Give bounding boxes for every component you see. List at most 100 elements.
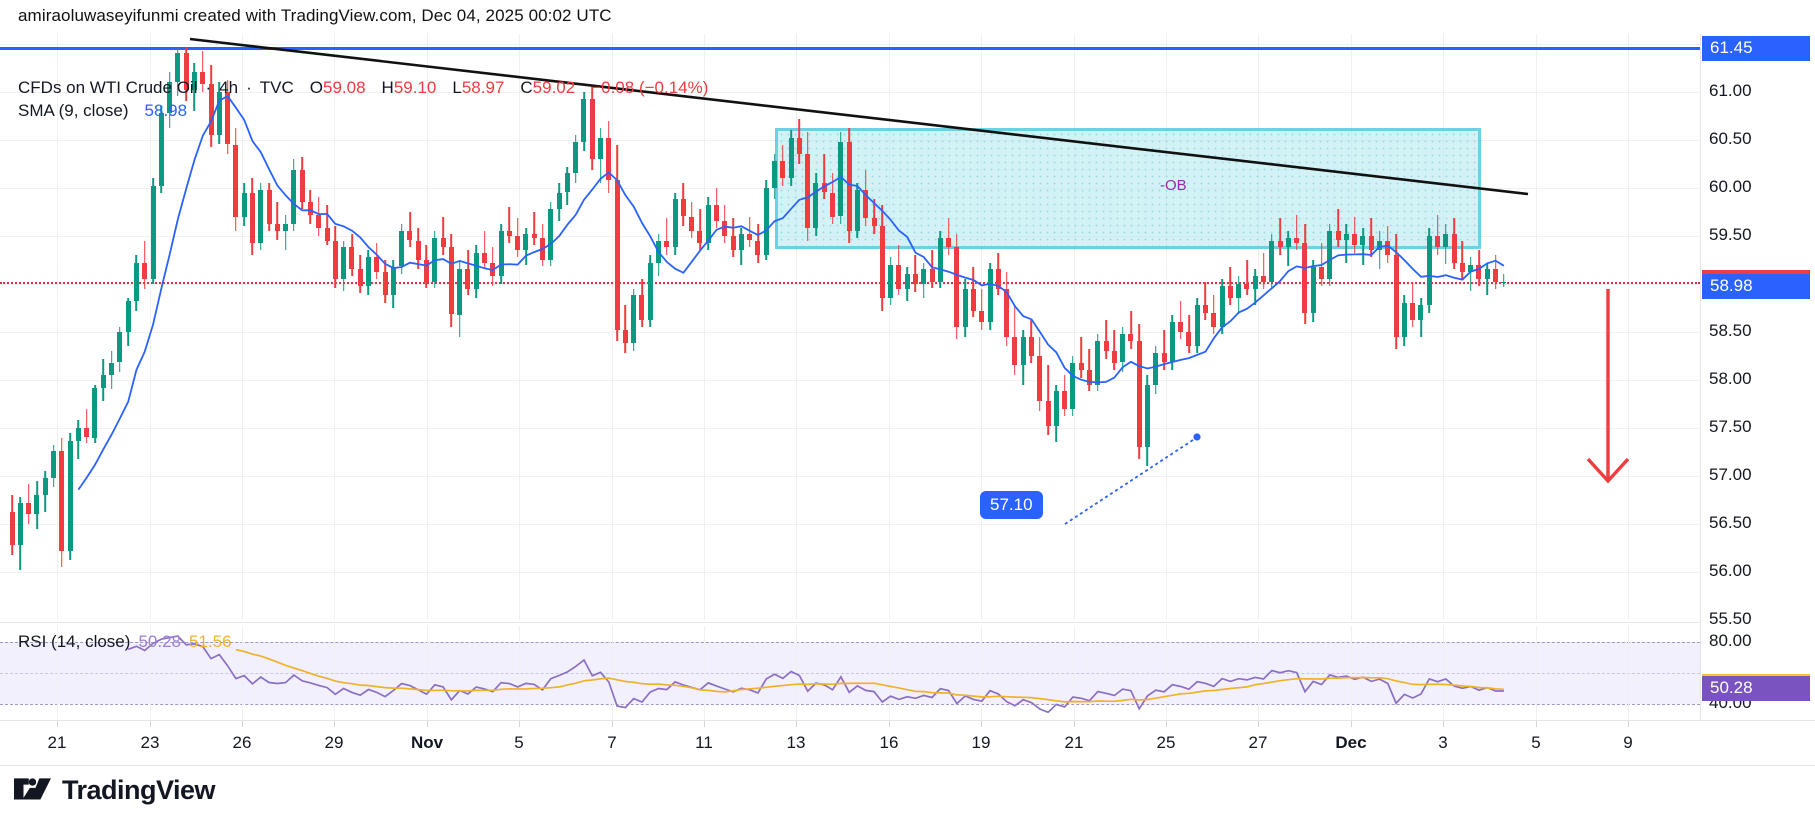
candle[interactable] (896, 34, 902, 620)
candle[interactable] (780, 34, 786, 620)
sma-legend[interactable]: SMA (9, close) 58.98 (18, 101, 187, 121)
candle[interactable] (705, 34, 711, 620)
candle[interactable] (1327, 34, 1333, 620)
candle[interactable] (100, 34, 106, 620)
candle[interactable] (1086, 34, 1092, 620)
candle[interactable] (167, 34, 173, 620)
candle[interactable] (747, 34, 753, 620)
candle[interactable] (1294, 34, 1300, 620)
candle[interactable] (448, 34, 454, 620)
candle[interactable] (1062, 34, 1068, 620)
candle[interactable] (150, 34, 156, 620)
candle[interactable] (67, 34, 73, 620)
candle[interactable] (805, 34, 811, 620)
candle[interactable] (142, 34, 148, 620)
candle[interactable] (854, 34, 860, 620)
candle[interactable] (598, 34, 604, 620)
candle[interactable] (1285, 34, 1291, 620)
candle[interactable] (921, 34, 927, 620)
candle[interactable] (1227, 34, 1233, 620)
candle[interactable] (1144, 34, 1150, 620)
candle[interactable] (556, 34, 562, 620)
candle[interactable] (390, 34, 396, 620)
candle[interactable] (1161, 34, 1167, 620)
legend-symbol[interactable]: CFDs on WTI Crude Oil (18, 78, 198, 97)
candle[interactable] (1169, 34, 1175, 620)
candle[interactable] (904, 34, 910, 620)
candle[interactable] (1401, 34, 1407, 620)
candle[interactable] (465, 34, 471, 620)
candle[interactable] (1219, 34, 1225, 620)
candle[interactable] (133, 34, 139, 620)
candle[interactable] (341, 34, 347, 620)
candle[interactable] (523, 34, 529, 620)
candle[interactable] (1385, 34, 1391, 620)
candle[interactable] (1451, 34, 1457, 620)
candle[interactable] (1352, 34, 1358, 620)
candle[interactable] (415, 34, 421, 620)
candle[interactable] (357, 34, 363, 620)
candle[interactable] (283, 34, 289, 620)
rsi-axis-badge[interactable]: 50.28 (1702, 676, 1810, 702)
candle[interactable] (1459, 34, 1465, 620)
candle[interactable] (1194, 34, 1200, 620)
candle[interactable] (482, 34, 488, 620)
candle[interactable] (1252, 34, 1258, 620)
candle[interactable] (26, 34, 32, 620)
swing-low-price-tag[interactable]: 57.10 (980, 491, 1043, 519)
candle[interactable] (714, 34, 720, 620)
candle[interactable] (1368, 34, 1374, 620)
candle[interactable] (929, 34, 935, 620)
time-axis[interactable]: 21 23 26 29 Nov 5 7 11 13 16 19 21 25 27 Dec 3 5 9 (0, 720, 1815, 766)
candle[interactable] (763, 34, 769, 620)
candle[interactable] (1128, 34, 1134, 620)
candle[interactable] (191, 34, 197, 620)
candle[interactable] (125, 34, 131, 620)
candle[interactable] (1244, 34, 1250, 620)
candle[interactable] (1153, 34, 1159, 620)
candle[interactable] (647, 34, 653, 620)
candle[interactable] (291, 34, 297, 620)
candle[interactable] (672, 34, 678, 620)
candle[interactable] (680, 34, 686, 620)
candle[interactable] (730, 34, 736, 620)
candle[interactable] (175, 34, 181, 620)
price-pane[interactable]: -OB 57.10 CFDs on WTI Crude Oil · 4h · TVC O5… (0, 34, 1700, 620)
candle[interactable] (838, 34, 844, 620)
candle[interactable] (1476, 34, 1482, 620)
candle[interactable] (1277, 34, 1283, 620)
candle[interactable] (515, 34, 521, 620)
candle[interactable] (374, 34, 380, 620)
candle[interactable] (75, 34, 81, 620)
candle[interactable] (738, 34, 744, 620)
rsi-pane[interactable]: RSI (14, close) 50.28 51.56 (0, 626, 1700, 720)
candle[interactable] (1103, 34, 1109, 620)
main-legend[interactable]: CFDs on WTI Crude Oil · 4h · TVC O59.08 H59.10… (18, 78, 708, 98)
candle[interactable] (722, 34, 728, 620)
candle[interactable] (349, 34, 355, 620)
candle[interactable] (979, 34, 985, 620)
candle[interactable] (1468, 34, 1474, 620)
candle[interactable] (1302, 34, 1308, 620)
candle[interactable] (1426, 34, 1432, 620)
candle[interactable] (606, 34, 612, 620)
candle[interactable] (813, 34, 819, 620)
candle[interactable] (970, 34, 976, 620)
candle[interactable] (962, 34, 968, 620)
candle[interactable] (871, 34, 877, 620)
candle[interactable] (954, 34, 960, 620)
candle[interactable] (249, 34, 255, 620)
candle[interactable] (1178, 34, 1184, 620)
candle[interactable] (1037, 34, 1043, 620)
candle[interactable] (1443, 34, 1449, 620)
candle[interactable] (1211, 34, 1217, 620)
candle[interactable] (1493, 34, 1499, 620)
candle[interactable] (1377, 34, 1383, 620)
candle[interactable] (1070, 34, 1076, 620)
candle[interactable] (564, 34, 570, 620)
legend-interval[interactable]: 4h (219, 78, 239, 97)
candle[interactable] (1236, 34, 1242, 620)
candle[interactable] (316, 34, 322, 620)
candle[interactable] (473, 34, 479, 620)
candle[interactable] (498, 34, 504, 620)
